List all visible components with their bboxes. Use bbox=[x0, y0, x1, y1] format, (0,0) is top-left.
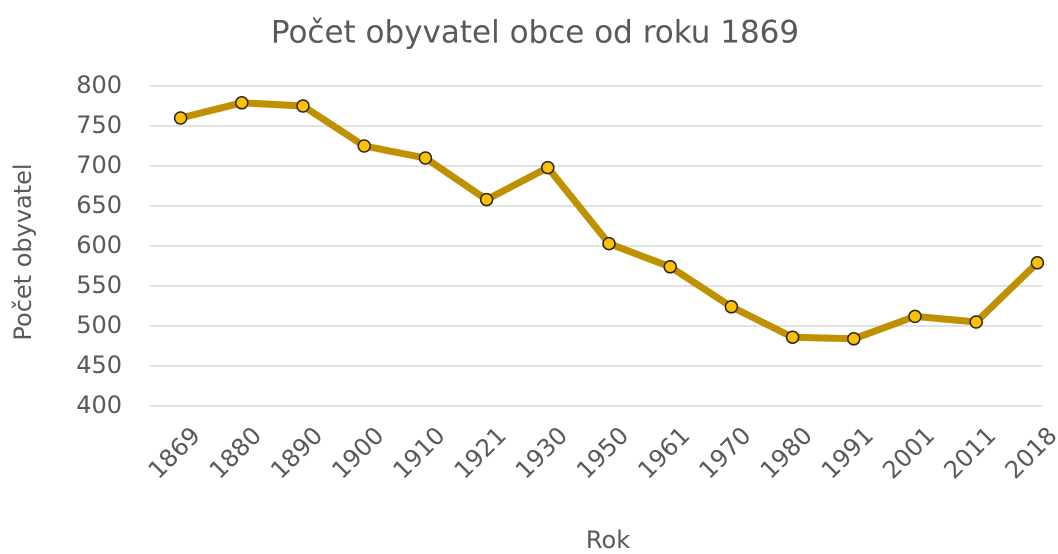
x-tick-label: 1880 bbox=[204, 421, 267, 484]
line bbox=[179, 99, 1040, 343]
x-tick-label: 1950 bbox=[571, 421, 634, 484]
marker bbox=[847, 332, 861, 346]
x-tick-label: 2001 bbox=[877, 421, 940, 484]
y-axis-title: Počet obyvatel bbox=[9, 163, 37, 340]
y-tick-label: 750 bbox=[76, 111, 122, 139]
x-axis-title: Rok bbox=[586, 526, 630, 554]
y-tick-label: 500 bbox=[76, 311, 122, 339]
y-tick-label: 400 bbox=[76, 391, 122, 419]
y-tick-label: 800 bbox=[76, 71, 122, 99]
marker bbox=[296, 99, 310, 113]
x-tick-label: 1921 bbox=[449, 421, 512, 484]
marker bbox=[663, 260, 677, 274]
marker bbox=[1030, 256, 1045, 270]
y-tick-label: 700 bbox=[76, 151, 122, 179]
marker bbox=[785, 330, 800, 344]
x-tick-label: 1961 bbox=[632, 421, 695, 484]
y-tick-label: 650 bbox=[76, 191, 122, 219]
y-tick-label: 600 bbox=[76, 231, 122, 259]
x-tick-label: 1970 bbox=[694, 421, 757, 484]
x-tick-label: 2011 bbox=[938, 421, 1001, 484]
marker bbox=[173, 111, 188, 125]
marker bbox=[479, 192, 494, 207]
x-tick-label: 1900 bbox=[326, 421, 389, 484]
marker bbox=[724, 300, 739, 314]
x-tick-label: 1980 bbox=[755, 421, 818, 484]
marker bbox=[235, 96, 249, 110]
marker bbox=[969, 315, 983, 329]
y-tick-label: 550 bbox=[76, 271, 122, 299]
y-tick-label: 450 bbox=[76, 351, 122, 379]
x-tick-label: 1869 bbox=[143, 421, 206, 484]
marker bbox=[541, 160, 555, 175]
x-tick-label: 1930 bbox=[510, 421, 573, 484]
x-tick-label: 1890 bbox=[265, 421, 328, 484]
marker bbox=[357, 139, 371, 153]
x-tick-label: 1991 bbox=[816, 421, 879, 484]
marker bbox=[908, 309, 922, 324]
marker bbox=[418, 151, 433, 165]
chart-title: Počet obyvatel obce od roku 1869 bbox=[271, 15, 799, 51]
marker bbox=[602, 236, 616, 251]
x-tick-label: 2018 bbox=[1000, 421, 1058, 484]
x-tick-label: 1910 bbox=[388, 421, 451, 484]
